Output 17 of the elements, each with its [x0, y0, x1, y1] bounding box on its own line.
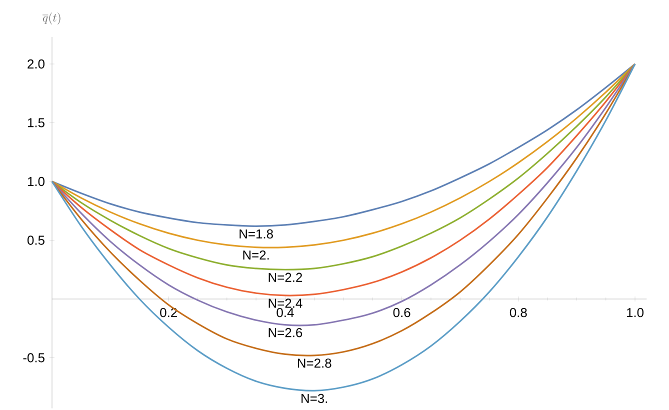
y-tick-label: 2.0: [28, 59, 44, 69]
series-label: N=2.8: [298, 358, 332, 368]
series-label: N=2.4: [268, 298, 302, 308]
y-tick-label: 0.5: [27, 236, 44, 245]
series-label: N=1.8: [240, 229, 273, 239]
y-tick-label: 1.5: [28, 118, 44, 128]
x-tick-label: 0.6: [393, 308, 410, 318]
series-label: N=2.2: [268, 272, 302, 282]
x-tick-label: 0.8: [510, 308, 527, 318]
x-tick-label: 1.0: [626, 308, 644, 318]
series-label: N=2.6: [268, 328, 302, 338]
y-axis-title: $\overline{q}(t)$: [42, 12, 60, 24]
series-label: N=2.: [243, 250, 269, 260]
x-tick-label: 0.4: [276, 308, 294, 318]
y-tick-label: -0.5: [23, 353, 44, 362]
y-tick-label: 1.0: [28, 176, 44, 186]
series-label: N=3.: [302, 394, 328, 404]
